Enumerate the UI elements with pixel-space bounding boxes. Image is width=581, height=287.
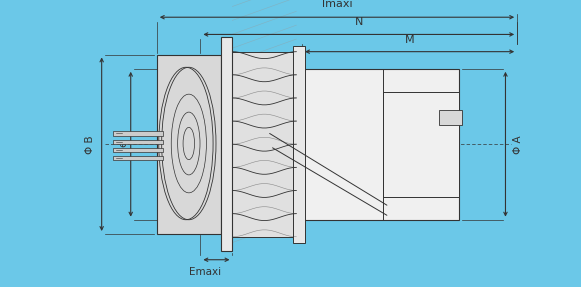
Text: e: e <box>119 141 129 148</box>
Bar <box>113 148 163 152</box>
Text: Φ B: Φ B <box>85 135 95 154</box>
Text: N: N <box>354 17 363 27</box>
Text: Φ A: Φ A <box>513 135 523 154</box>
Bar <box>221 37 232 251</box>
Text: S1: S1 <box>392 200 404 210</box>
Bar <box>157 55 221 234</box>
Bar <box>302 69 459 220</box>
Bar <box>113 140 163 144</box>
Bar <box>439 110 462 125</box>
Bar <box>383 92 459 197</box>
Text: S3: S3 <box>392 213 404 223</box>
Bar <box>113 156 163 160</box>
Bar <box>232 52 296 237</box>
Bar <box>113 131 163 135</box>
Text: Emaxi: Emaxi <box>189 267 221 277</box>
Bar <box>293 46 305 243</box>
Text: M: M <box>405 35 414 45</box>
Text: lmaxi: lmaxi <box>322 0 352 9</box>
